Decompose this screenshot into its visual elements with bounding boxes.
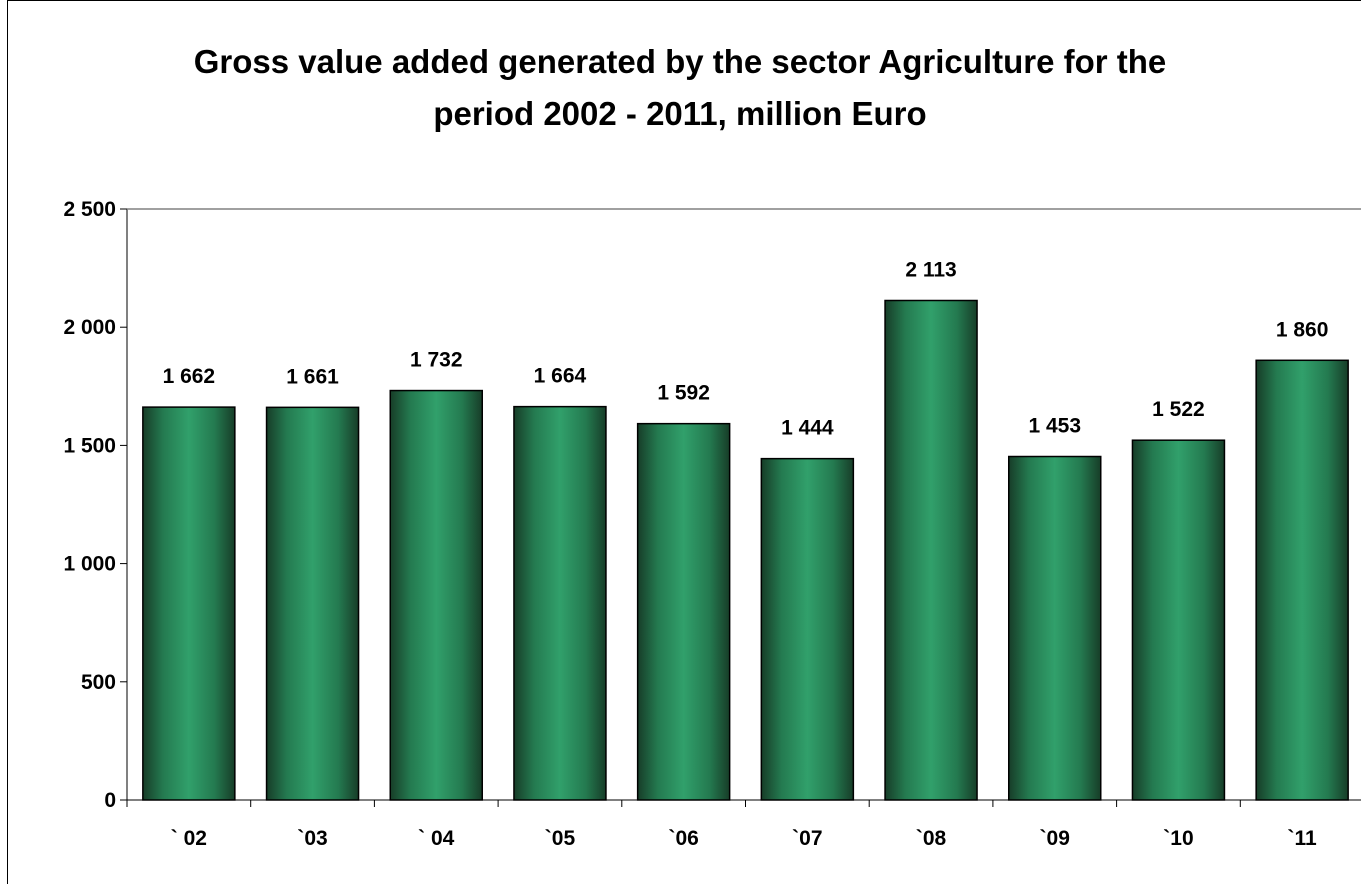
data-label: 1 522 [1152, 398, 1205, 421]
bar [1131, 439, 1226, 801]
bar [389, 389, 483, 801]
bar [513, 405, 607, 801]
y-tick-label: 0 [104, 789, 116, 812]
x-tick-label: ` 04 [418, 827, 455, 850]
y-tick-label: 1 500 [63, 434, 116, 457]
x-tick-label: ` 02 [171, 827, 207, 850]
data-label: 1 444 [781, 417, 834, 440]
x-tick-label: `09 [1040, 827, 1070, 850]
x-tick-label: `08 [916, 827, 947, 850]
labels: 0 500 1 000 1 500 2 000 2 500 1 662 ` 02 1 661 `0… [63, 198, 1328, 850]
x-tick-label: `11 [1288, 827, 1318, 850]
bars [142, 299, 1349, 801]
y-tick-label: 500 [81, 671, 116, 694]
data-label: 1 592 [657, 382, 710, 405]
y-tick-label: 2 000 [63, 316, 116, 339]
data-label: 1 661 [286, 365, 339, 388]
data-label: 1 662 [163, 365, 216, 388]
y-tick-label: 2 500 [63, 198, 116, 221]
data-label: 2 113 [905, 258, 956, 281]
x-tick-label: `07 [792, 827, 822, 850]
bar [760, 457, 855, 801]
chart-title-line-2: period 2002 - 2011, million Euro [433, 95, 927, 132]
y-tick-label: 1 000 [63, 553, 116, 576]
chart-title: Gross value added generated by the secto… [40, 36, 1320, 140]
x-tick-label: `10 [1163, 827, 1193, 850]
x-tick-label: `06 [668, 827, 698, 850]
bar [142, 406, 236, 801]
chart-title-line-1: Gross value added generated by the secto… [193, 43, 1167, 80]
x-tick-label: `05 [545, 827, 576, 850]
x-tick-label: `03 [297, 827, 327, 850]
bar [1255, 359, 1349, 801]
chart-frame [7, 0, 1361, 884]
data-label: 1 732 [410, 349, 463, 372]
data-label: 1 664 [534, 365, 587, 388]
data-label: 1 860 [1276, 318, 1329, 341]
bar [884, 299, 978, 801]
data-label: 1 453 [1028, 415, 1081, 438]
bar [265, 406, 360, 801]
bar [1008, 455, 1102, 801]
bar [636, 422, 731, 801]
